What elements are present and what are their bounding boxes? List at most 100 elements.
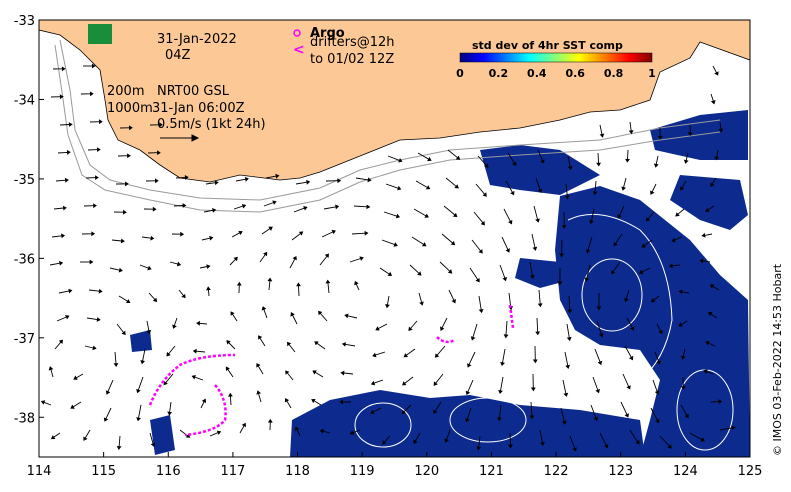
- current-arrow: [712, 285, 720, 291]
- current-arrow-head: [667, 444, 672, 449]
- current-arrow-head: [403, 353, 409, 358]
- current-arrow: [114, 351, 117, 364]
- current-arrow: [564, 351, 569, 366]
- current-arrow-head: [261, 306, 267, 311]
- current-arrow-head: [572, 447, 577, 452]
- current-arrow-head: [349, 430, 355, 435]
- current-arrow: [296, 429, 301, 437]
- current-arrow-head: [184, 175, 189, 180]
- current-arrow: [199, 266, 208, 269]
- x-tick-label: 121: [479, 464, 504, 479]
- current-arrow-head: [233, 256, 238, 262]
- current-arrow: [719, 427, 733, 431]
- current-arrow: [146, 320, 150, 331]
- current-arrow-head: [113, 363, 119, 368]
- current-arrow-head: [557, 281, 563, 286]
- current-arrow-head: [455, 155, 461, 160]
- current-arrow-head: [337, 178, 342, 184]
- current-arrow: [88, 289, 100, 292]
- current-arrow-head: [482, 192, 487, 197]
- current-arrow: [651, 183, 657, 193]
- current-arrow-head: [40, 400, 46, 405]
- current-arrow-head: [497, 417, 502, 422]
- current-arrow-head: [61, 66, 66, 72]
- current-arrow: [383, 211, 398, 217]
- current-arrow-head: [628, 130, 634, 135]
- current-arrow-head: [70, 404, 75, 409]
- land-sst-patch: [88, 24, 112, 44]
- current-arrow-head: [340, 370, 345, 376]
- current-arrow: [507, 152, 515, 164]
- current-arrow: [292, 314, 298, 325]
- current-arrow-head: [93, 203, 97, 209]
- current-arrow: [323, 206, 337, 210]
- current-arrow-head: [701, 232, 706, 238]
- current-arrow-head: [433, 381, 438, 386]
- current-arrow: [49, 262, 60, 266]
- current-arrow: [232, 313, 238, 322]
- current-arrow-head: [452, 212, 458, 218]
- current-arrow: [587, 236, 593, 251]
- current-arrow: [165, 373, 174, 383]
- current-arrow: [568, 295, 571, 311]
- current-arrow: [203, 209, 213, 213]
- current-arrow-head: [167, 411, 173, 416]
- current-arrow-head: [417, 271, 422, 276]
- current-arrow-head: [714, 71, 719, 76]
- current-arrow: [473, 211, 484, 224]
- current-arrow-head: [64, 177, 69, 183]
- current-arrow: [142, 348, 146, 362]
- current-arrow: [321, 231, 334, 238]
- current-arrow-head: [140, 360, 145, 365]
- current-arrow: [498, 404, 502, 419]
- drifter-marker-icon: <: [293, 42, 305, 58]
- current-arrow-head: [152, 297, 158, 303]
- current-arrow-head: [626, 385, 631, 390]
- current-arrow-head: [58, 339, 64, 344]
- current-arrow: [439, 261, 451, 272]
- current-arrow: [352, 429, 361, 434]
- current-arrow-head: [59, 94, 64, 100]
- drifter-track-2: [184, 384, 227, 437]
- current-arrow: [293, 207, 305, 213]
- current-arrow-head: [707, 312, 713, 317]
- current-arrow: [702, 260, 711, 263]
- current-arrow: [265, 175, 277, 179]
- current-arrow-head: [314, 341, 319, 346]
- current-arrow-head: [312, 370, 317, 375]
- current-arrow: [375, 351, 386, 356]
- current-arrow-head: [212, 207, 217, 213]
- current-arrow-head: [172, 324, 177, 329]
- current-arrow: [467, 379, 474, 393]
- current-arrow: [530, 401, 533, 417]
- current-arrow-head: [617, 214, 622, 219]
- current-arrow-head: [354, 280, 359, 286]
- current-arrow-head: [566, 336, 572, 342]
- current-arrow-head: [285, 370, 290, 375]
- colorbar-tick-label: 0.6: [565, 67, 585, 80]
- current-arrow-head: [98, 119, 103, 125]
- current-arrow: [50, 369, 54, 378]
- current-arrow-head: [563, 392, 569, 397]
- current-arrow: [227, 369, 234, 378]
- current-arrow-head: [375, 326, 380, 331]
- current-arrow: [502, 348, 506, 363]
- current-arrow: [592, 376, 599, 391]
- drifters-label: drifters@12h: [310, 35, 395, 50]
- current-arrow: [469, 267, 479, 280]
- current-arrow-head: [478, 309, 484, 314]
- current-arrow-head: [103, 417, 109, 422]
- current-arrow: [647, 211, 655, 220]
- current-arrow: [597, 152, 600, 164]
- model-label: NRT00 GSL: [157, 84, 230, 99]
- current-arrow-head: [475, 278, 480, 283]
- current-arrow: [84, 429, 91, 439]
- current-arrow-head: [306, 179, 311, 185]
- current-arrow-head: [510, 190, 515, 196]
- current-arrow-head: [398, 157, 403, 163]
- current-arrow-head: [561, 420, 567, 425]
- current-arrow: [627, 149, 629, 160]
- current-arrow: [149, 432, 154, 444]
- current-arrow-head: [628, 355, 634, 361]
- current-arrow-head: [182, 203, 187, 208]
